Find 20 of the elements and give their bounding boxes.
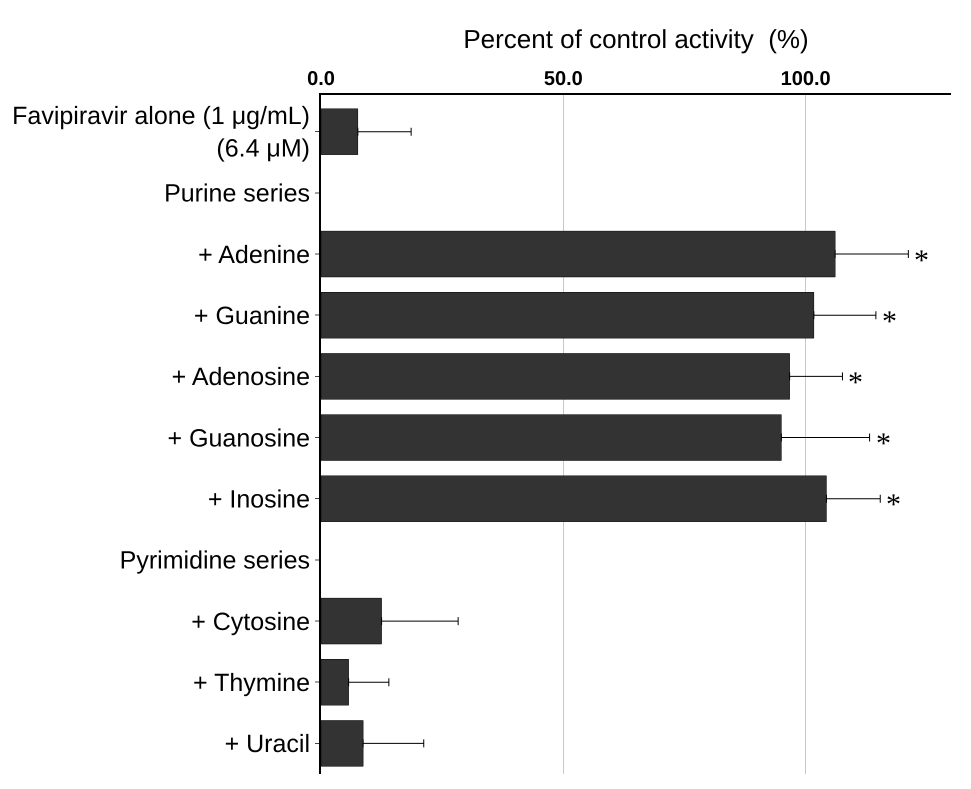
data-label: * [876,427,891,460]
data-label: * [914,244,929,277]
data-label: * [848,366,863,399]
y-tick-label: Pyrimidine series [120,546,310,575]
x-tick-label: 100.0 [780,68,831,90]
y-tick-label: Purine series [164,180,310,208]
x-axis-title: Percent of control activity (%) [463,24,809,54]
data-label: * [886,488,901,521]
y-tick-label: + Adenine [198,240,310,269]
y-tick-label: + Thymine [193,668,310,697]
x-tick-label: 50.0 [544,68,583,90]
y-tick-label: + Adenosine [172,363,310,392]
y-tick-label: + Cytosine [191,608,310,636]
y-tick-label: + Uracil [224,730,310,758]
y-tick-label: + Guanosine [168,424,310,452]
y-tick-label: + Inosine [208,485,310,514]
y-tick-label: + Guanine [194,302,310,330]
x-tick-label: 0.0 [307,68,335,90]
data-label: * [882,305,897,338]
y-tick-label: Favipiravir alone (1 μg/mL) (6.4 μM) [12,102,310,163]
